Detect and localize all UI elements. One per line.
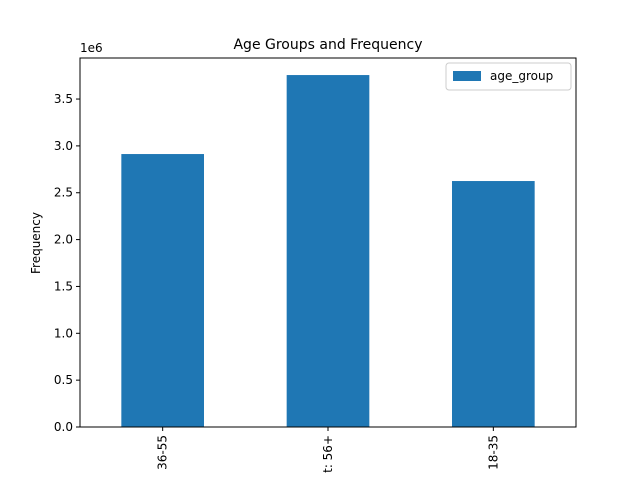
x-tick-label: 36-55 <box>156 435 170 470</box>
legend-box <box>445 62 572 91</box>
bar <box>452 181 535 427</box>
y-tick-label: 3.0 <box>54 139 73 153</box>
chart-title: Age Groups and Frequency <box>233 37 422 53</box>
bar <box>121 154 204 427</box>
y-axis-label: Frequency <box>29 212 43 274</box>
y-tick-label: 1.0 <box>54 326 73 340</box>
bar <box>286 75 370 427</box>
legend-label: age_group <box>490 69 553 83</box>
y-tick-label: 1.5 <box>54 279 73 293</box>
x-tick-label: 18-35 <box>486 435 500 470</box>
y-tick-label: 0.5 <box>54 373 73 387</box>
y-offset-label: 1e6 <box>80 41 103 55</box>
y-tick-label: 2.5 <box>54 186 73 200</box>
x-tick-label: t: 56+ <box>321 435 335 473</box>
y-tick-label: 3.5 <box>54 92 73 106</box>
legend-swatch <box>453 71 481 81</box>
plot-frame <box>79 57 577 428</box>
y-tick-label: 0.0 <box>54 420 73 434</box>
y-tick-label: 2.0 <box>54 233 73 247</box>
